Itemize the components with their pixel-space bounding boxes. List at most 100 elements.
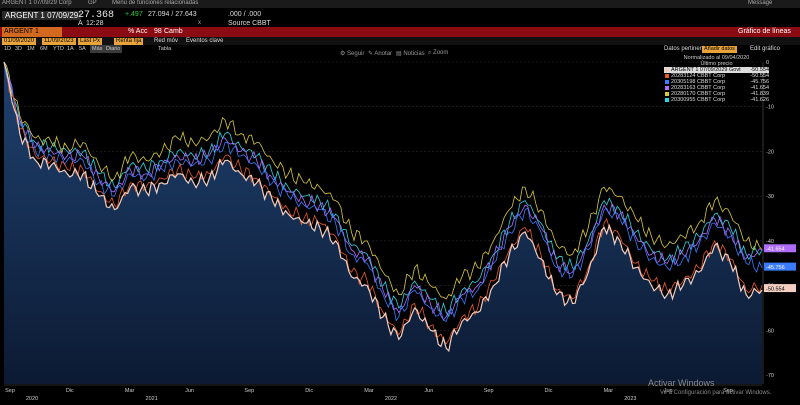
legend-entry[interactable]: 20283124 CBBT Corp -50.554 [664,73,769,79]
value-label: -45.756 [766,265,785,271]
legend-name: ARGENT 1 07/09/2029 Govt [671,67,741,73]
chart-type-label[interactable]: Gráfico de líneas [738,28,791,35]
legend-value: -50.554 [750,73,769,79]
period-6m[interactable]: 6M [40,46,48,52]
related-menu[interactable]: Menú de funciones relacionadas [112,0,199,6]
legend-swatch [665,68,669,72]
x-tick-label: Jun [664,388,673,394]
value-label: -50.554 [766,286,785,292]
value-label-bg [764,284,796,293]
x-tick-label: Jun [424,388,433,394]
period-row: 1D 3D 1M 6M YTD 1A 5A Más Diario Tabla D… [0,45,800,53]
last-price: 27.368 [78,10,115,21]
security-title[interactable]: ARGENT 1 07/09/29 Corp [2,0,72,6]
legend-entry[interactable]: 20305198 CBBT Corp -45.756 [664,79,769,85]
legend-value: -45.756 [750,79,769,85]
legend-entry[interactable]: 20283163 CBBT Corp -41.654 [664,85,769,91]
period-max[interactable]: Más [90,45,105,53]
y-tick-label: -20 [766,149,774,155]
period-ytd[interactable]: YTD [53,46,64,52]
x-tick-year: 2021 [146,396,158,402]
edit-chart-button[interactable]: Edit gráfico [750,46,781,52]
x-tick-label: Mar [364,388,374,394]
end-date-field[interactable]: 11/09/2023 [42,37,76,45]
annotate-label: Anotar [374,51,393,57]
x-tick-year: 2020 [26,396,38,402]
quote-xx: x [198,20,201,26]
period-3d[interactable]: 3D [15,46,23,52]
y-tick-label: 0 [766,60,769,66]
period-1m[interactable]: 1M [27,46,35,52]
zoom-label: Zoom [433,50,449,56]
legend-value: -41.654 [750,85,769,91]
news-button[interactable]: ▤ Noticias [396,51,425,57]
camb-num[interactable]: 98 [154,28,162,35]
series-line-1 [3,61,763,345]
quote-row: ARGENT 1 07/09/29 27.368 +.497 27.094 / … [0,9,800,27]
x-tick-label: Mar [125,388,135,394]
y-tick-label: -40 [766,239,774,245]
zoom-button[interactable]: ⌕ Zoom [428,50,449,56]
value-labels: -41.654 -45.756 -50.554 [764,244,796,292]
legend-swatch [665,80,669,84]
legend-header-last: Último precio [700,61,733,67]
legend-swatch [665,86,669,90]
area-fill-path [4,62,762,384]
legend-swatch [665,92,669,96]
series-line-2 [3,61,763,322]
y-tick-label: -60 [766,328,774,334]
x-tick-label: Jun [185,388,194,394]
series-line-4 [3,61,763,300]
legend-entry[interactable]: 20280170 CBBT Corp -41.839 [664,91,769,97]
period-5a[interactable]: 5A [79,46,86,52]
date-row: 01/09/2020 11/09/2023 Last Px Renta fija… [0,37,800,45]
camb-button[interactable]: Camb [164,28,183,35]
x-tick-label: Dic [305,388,313,394]
red-mov-toggle[interactable]: Red móv [154,38,179,44]
relevant-data-label[interactable]: Datos pertinentes [664,46,712,52]
legend-entry[interactable]: 20300955 CBBT Corp -41.626 [664,97,769,103]
gp-dropdown[interactable]: GP [88,0,97,6]
time-prefix: A [78,20,83,27]
quote-source: Source CBBT [228,20,271,27]
start-date-field[interactable]: 01/09/2020 [2,37,37,45]
follow-button[interactable]: ⚙ Seguir [340,51,365,57]
legend-name: 20280170 CBBT Corp [671,91,726,97]
news-label: Noticias [403,51,425,57]
frequency-select[interactable]: Diario [104,45,123,53]
x-tick-label: Sep [5,388,15,394]
x-tick-year: 2022 [385,396,397,402]
pct-acc-button[interactable]: % Acc [128,28,148,35]
legend-entry[interactable]: ARGENT 1 07/09/2029 Govt -50.554 [664,67,769,73]
table-button[interactable]: Tabla [158,46,172,52]
legend-swatch [665,98,669,102]
y-tick-label: -30 [766,194,774,200]
legend-name: 20283124 CBBT Corp [671,73,726,79]
windows-watermark-title: Activar Windows [648,378,715,388]
message-button[interactable]: Message [748,0,773,6]
series-line-5 [3,61,763,318]
x-tick-year: 2023 [624,396,636,402]
x-tick-label: Sep [484,388,494,394]
field-select[interactable]: Last Px [78,37,103,45]
top-bar: ARGENT 1 07/09/29 Corp GP Menú de funcio… [0,0,800,8]
y-axis: 0-10-20-30-40-50-60-70 [762,60,774,384]
x-tick-label: Dic [66,388,74,394]
quote-ticker: ARGENT 1 07/09/29 [2,11,82,20]
series-line-3 [3,61,763,321]
period-1d[interactable]: 1D [4,46,12,52]
quote-time: 12:28 [86,20,104,27]
legend-name: 20283163 CBBT Corp [671,85,726,91]
key-events-toggle[interactable]: Eventos clave [186,38,224,44]
annotate-button[interactable]: ✎ Anotar [368,51,393,57]
period-1a[interactable]: 1A [67,46,74,52]
type-select[interactable]: Renta fija [114,37,144,45]
legend-header-normalized: Normalizado al 09/04/2020 [683,55,750,61]
function-ticker[interactable]: ARGENT 1 07/09/29 [2,27,62,45]
add-data-field[interactable]: Añadir datos [702,45,737,53]
price-chart[interactable]: 0-10-20-30-40-50-60-70 Sep2020DicMar2021… [0,54,800,405]
price-change: +.497 [125,11,143,18]
bid-ask: 27.094 / 27.643 [148,11,197,18]
legend-swatch [665,74,669,78]
windows-watermark-subtitle: Ve a Configuración para activar Windows. [660,390,772,396]
